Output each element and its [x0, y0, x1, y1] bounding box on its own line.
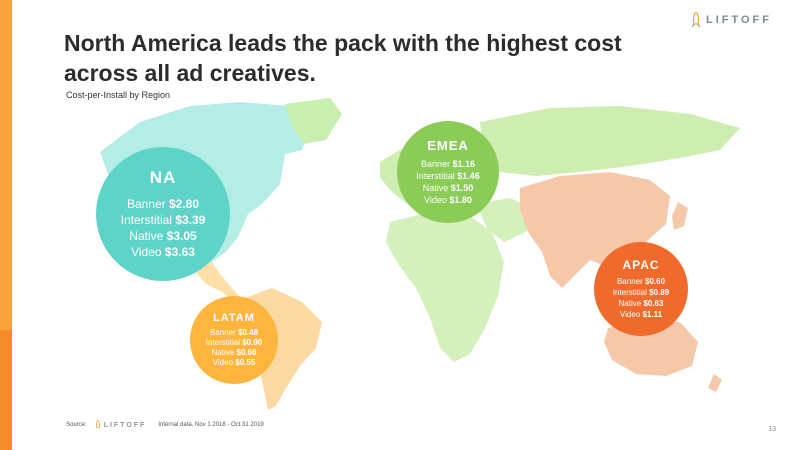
- cost-row: Banner $0.60: [616, 277, 666, 286]
- map-africa: [386, 212, 504, 362]
- page-title: North America leads the pack with the hi…: [64, 30, 622, 86]
- region-bubble-na: NA Banner $2.80 Interstitial $3.39 Nativ…: [96, 147, 230, 281]
- map-central-america: [192, 262, 242, 304]
- region-bubble-emea: EMEA Banner $1.16 Interstitial $1.46 Nat…: [397, 121, 499, 223]
- cost-row: Video $1.11: [619, 310, 663, 319]
- map-japan: [672, 202, 688, 230]
- cost-row: Banner $2.80: [126, 197, 200, 211]
- cost-row: Native $0.63: [618, 299, 664, 308]
- cost-row: Banner $1.16: [420, 159, 476, 169]
- cost-row: Interstitial $3.39: [120, 213, 206, 227]
- footer-logo-wordmark: LIFTOFF: [103, 421, 147, 429]
- region-name: EMEA: [427, 138, 469, 153]
- region-name: APAC: [622, 258, 660, 272]
- page-number: 13: [768, 426, 776, 433]
- logo-wordmark: LIFTOFF: [705, 14, 772, 26]
- source-note: Internal data, Nov 1 2018 - Oct 31 2019: [158, 422, 264, 428]
- map-greenland: [285, 98, 342, 144]
- cost-row: Native $1.50: [422, 183, 474, 193]
- map-new-zealand: [708, 374, 722, 392]
- accent-bar-shade: [0, 330, 12, 450]
- chart-subtitle: Cost-per-Install by Region: [66, 90, 171, 100]
- map-north-asia: [480, 106, 740, 176]
- region-name: NA: [149, 168, 177, 187]
- accent-bar: [0, 0, 12, 450]
- rocket-icon: [95, 420, 100, 428]
- cost-row: Banner $0.48: [209, 328, 259, 337]
- cost-row: Video $3.63: [131, 245, 195, 259]
- cost-row: Interstitial $0.90: [205, 338, 263, 347]
- cost-row: Native $3.05: [129, 229, 197, 243]
- source-label: Source:: [66, 422, 87, 428]
- rocket-icon: [692, 12, 700, 28]
- cost-row: Interstitial $1.46: [416, 171, 480, 181]
- cost-row: Video $0.55: [212, 358, 256, 367]
- footer-logo: LIFTOFF: [95, 420, 147, 430]
- source-footer: Source: LIFTOFF Internal data, Nov 1 201…: [66, 420, 264, 430]
- cost-row: Interstitial $0.89: [612, 288, 670, 297]
- cost-row: Native $0.66: [211, 348, 257, 357]
- region-name: LATAM: [213, 312, 255, 324]
- cost-row: Video $1.80: [424, 195, 472, 205]
- region-bubble-apac: APAC Banner $0.60 Interstitial $0.89 Nat…: [594, 242, 688, 336]
- region-bubble-latam: LATAM Banner $0.48 Interstitial $0.90 Na…: [190, 296, 278, 384]
- liftoff-logo: LIFTOFF: [691, 12, 772, 28]
